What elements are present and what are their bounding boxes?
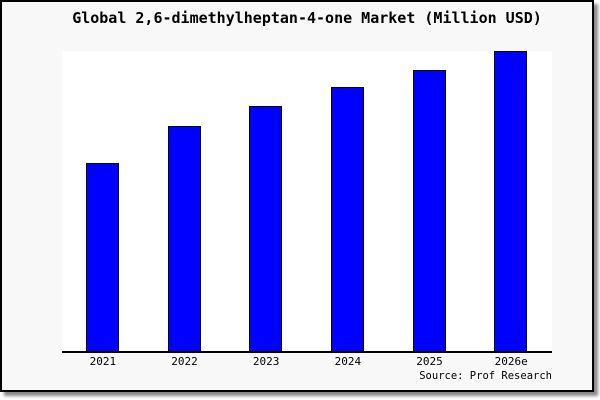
chart-frame: Global 2,6-dimethylheptan-4-one Market (… xyxy=(0,0,594,392)
chart-title: Global 2,6-dimethylheptan-4-one Market (… xyxy=(72,9,542,27)
source-credit: Source: Prof Research xyxy=(419,370,552,382)
plot-area xyxy=(62,50,552,353)
x-tick-label-2026e: 2026e xyxy=(494,355,528,368)
x-tick-label-2022: 2022 xyxy=(171,355,198,368)
x-tick-label-2023: 2023 xyxy=(252,355,280,368)
bar-2026e xyxy=(494,50,528,351)
bar-2023 xyxy=(249,105,283,351)
bar-2025 xyxy=(412,69,446,351)
x-tick-label-2025: 2025 xyxy=(416,355,443,368)
bar-2024 xyxy=(330,86,364,351)
bar-2022 xyxy=(167,125,201,351)
x-tick-label-2024: 2024 xyxy=(334,355,362,368)
x-tick-label-2021: 2021 xyxy=(89,355,117,368)
x-axis-labels: 2021 2022 2023 2024 2025 2026e xyxy=(62,356,552,370)
bar-2021 xyxy=(85,162,119,351)
